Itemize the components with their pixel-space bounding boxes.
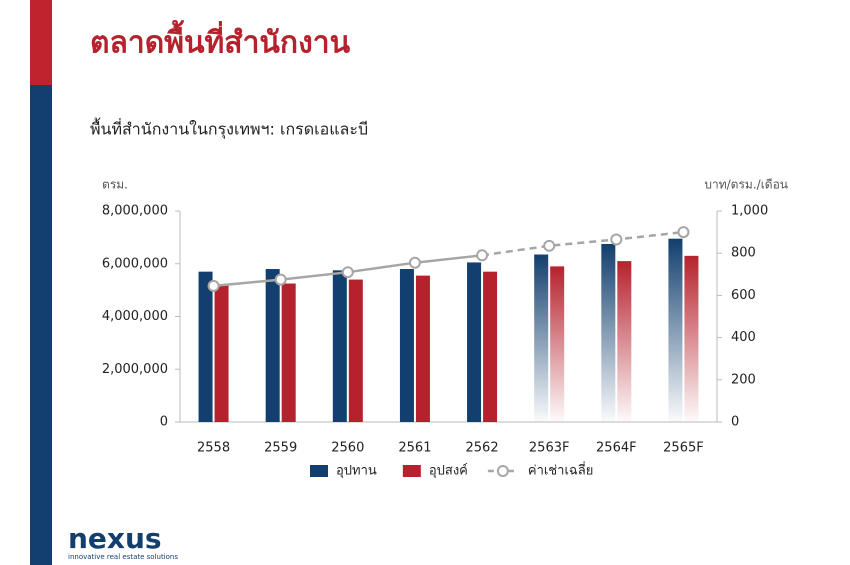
x-tick-label: 2560 bbox=[331, 441, 364, 456]
legend-label: อุปสงค์ bbox=[429, 463, 468, 479]
y2-tick-label: 0 bbox=[731, 415, 739, 430]
bar bbox=[214, 284, 229, 422]
y-tick-label: 4,000,000 bbox=[102, 309, 168, 324]
bar bbox=[601, 243, 616, 422]
x-tick-label: 2563F bbox=[529, 441, 570, 456]
x-tick-label: 2562 bbox=[466, 441, 499, 456]
y-axis-label: ตรม. bbox=[102, 178, 128, 192]
line-point bbox=[207, 279, 220, 292]
bar bbox=[415, 275, 430, 422]
line-forecast bbox=[481, 230, 684, 257]
x-tick-label: 2564F bbox=[596, 441, 637, 456]
bar bbox=[668, 238, 683, 422]
logo: nexus bbox=[68, 522, 162, 555]
x-tick-label: 2559 bbox=[264, 441, 297, 456]
bar bbox=[332, 270, 347, 422]
y2-tick-label: 200 bbox=[731, 372, 756, 387]
bar bbox=[198, 271, 213, 422]
bar bbox=[265, 269, 280, 422]
bar bbox=[617, 261, 632, 422]
bar bbox=[348, 279, 363, 422]
line-point bbox=[341, 266, 354, 279]
line-point bbox=[610, 233, 623, 246]
bar bbox=[399, 269, 414, 422]
y-tick-label: 6,000,000 bbox=[102, 256, 168, 271]
x-tick-label: 2565F bbox=[663, 441, 704, 456]
x-tick-label: 2561 bbox=[398, 441, 431, 456]
bar bbox=[534, 254, 549, 422]
y2-tick-label: 800 bbox=[731, 246, 756, 261]
line-point bbox=[408, 256, 421, 269]
y2-tick-label: 1,000 bbox=[731, 204, 768, 219]
line-point bbox=[677, 226, 690, 239]
legend-label: ค่าเช่าเฉลี่ย bbox=[528, 462, 593, 479]
bar bbox=[467, 262, 482, 422]
bar bbox=[281, 283, 296, 422]
logo-tagline: innovative real estate solutions bbox=[68, 553, 178, 561]
bar bbox=[550, 266, 565, 422]
y-tick-label: 2,000,000 bbox=[102, 362, 168, 377]
sidebar-bottom bbox=[30, 85, 52, 565]
y-tick-label: 8,000,000 bbox=[102, 204, 168, 219]
sidebar-top bbox=[30, 0, 52, 85]
slide-title: ตลาดพื้นที่สำนักงาน bbox=[90, 20, 351, 61]
bar bbox=[483, 271, 498, 422]
line-point bbox=[476, 249, 489, 262]
chart-title: พื้นที่สำนักงานในกรุงเทพฯ: เกรดเอและบี bbox=[90, 118, 368, 140]
legend-label: อุปทาน bbox=[336, 464, 377, 479]
legend-swatch bbox=[310, 465, 328, 477]
y2-tick-label: 600 bbox=[731, 288, 756, 303]
y2-axis-label: บาท/ตรม./เดือน bbox=[704, 178, 788, 192]
legend-marker bbox=[496, 465, 509, 477]
bar bbox=[684, 255, 699, 422]
line-point bbox=[543, 239, 556, 252]
y-tick-label: 0 bbox=[160, 415, 168, 430]
line-point bbox=[274, 273, 287, 286]
y2-tick-label: 400 bbox=[731, 330, 756, 345]
legend-swatch bbox=[402, 465, 421, 477]
x-tick-label: 2558 bbox=[197, 441, 230, 456]
